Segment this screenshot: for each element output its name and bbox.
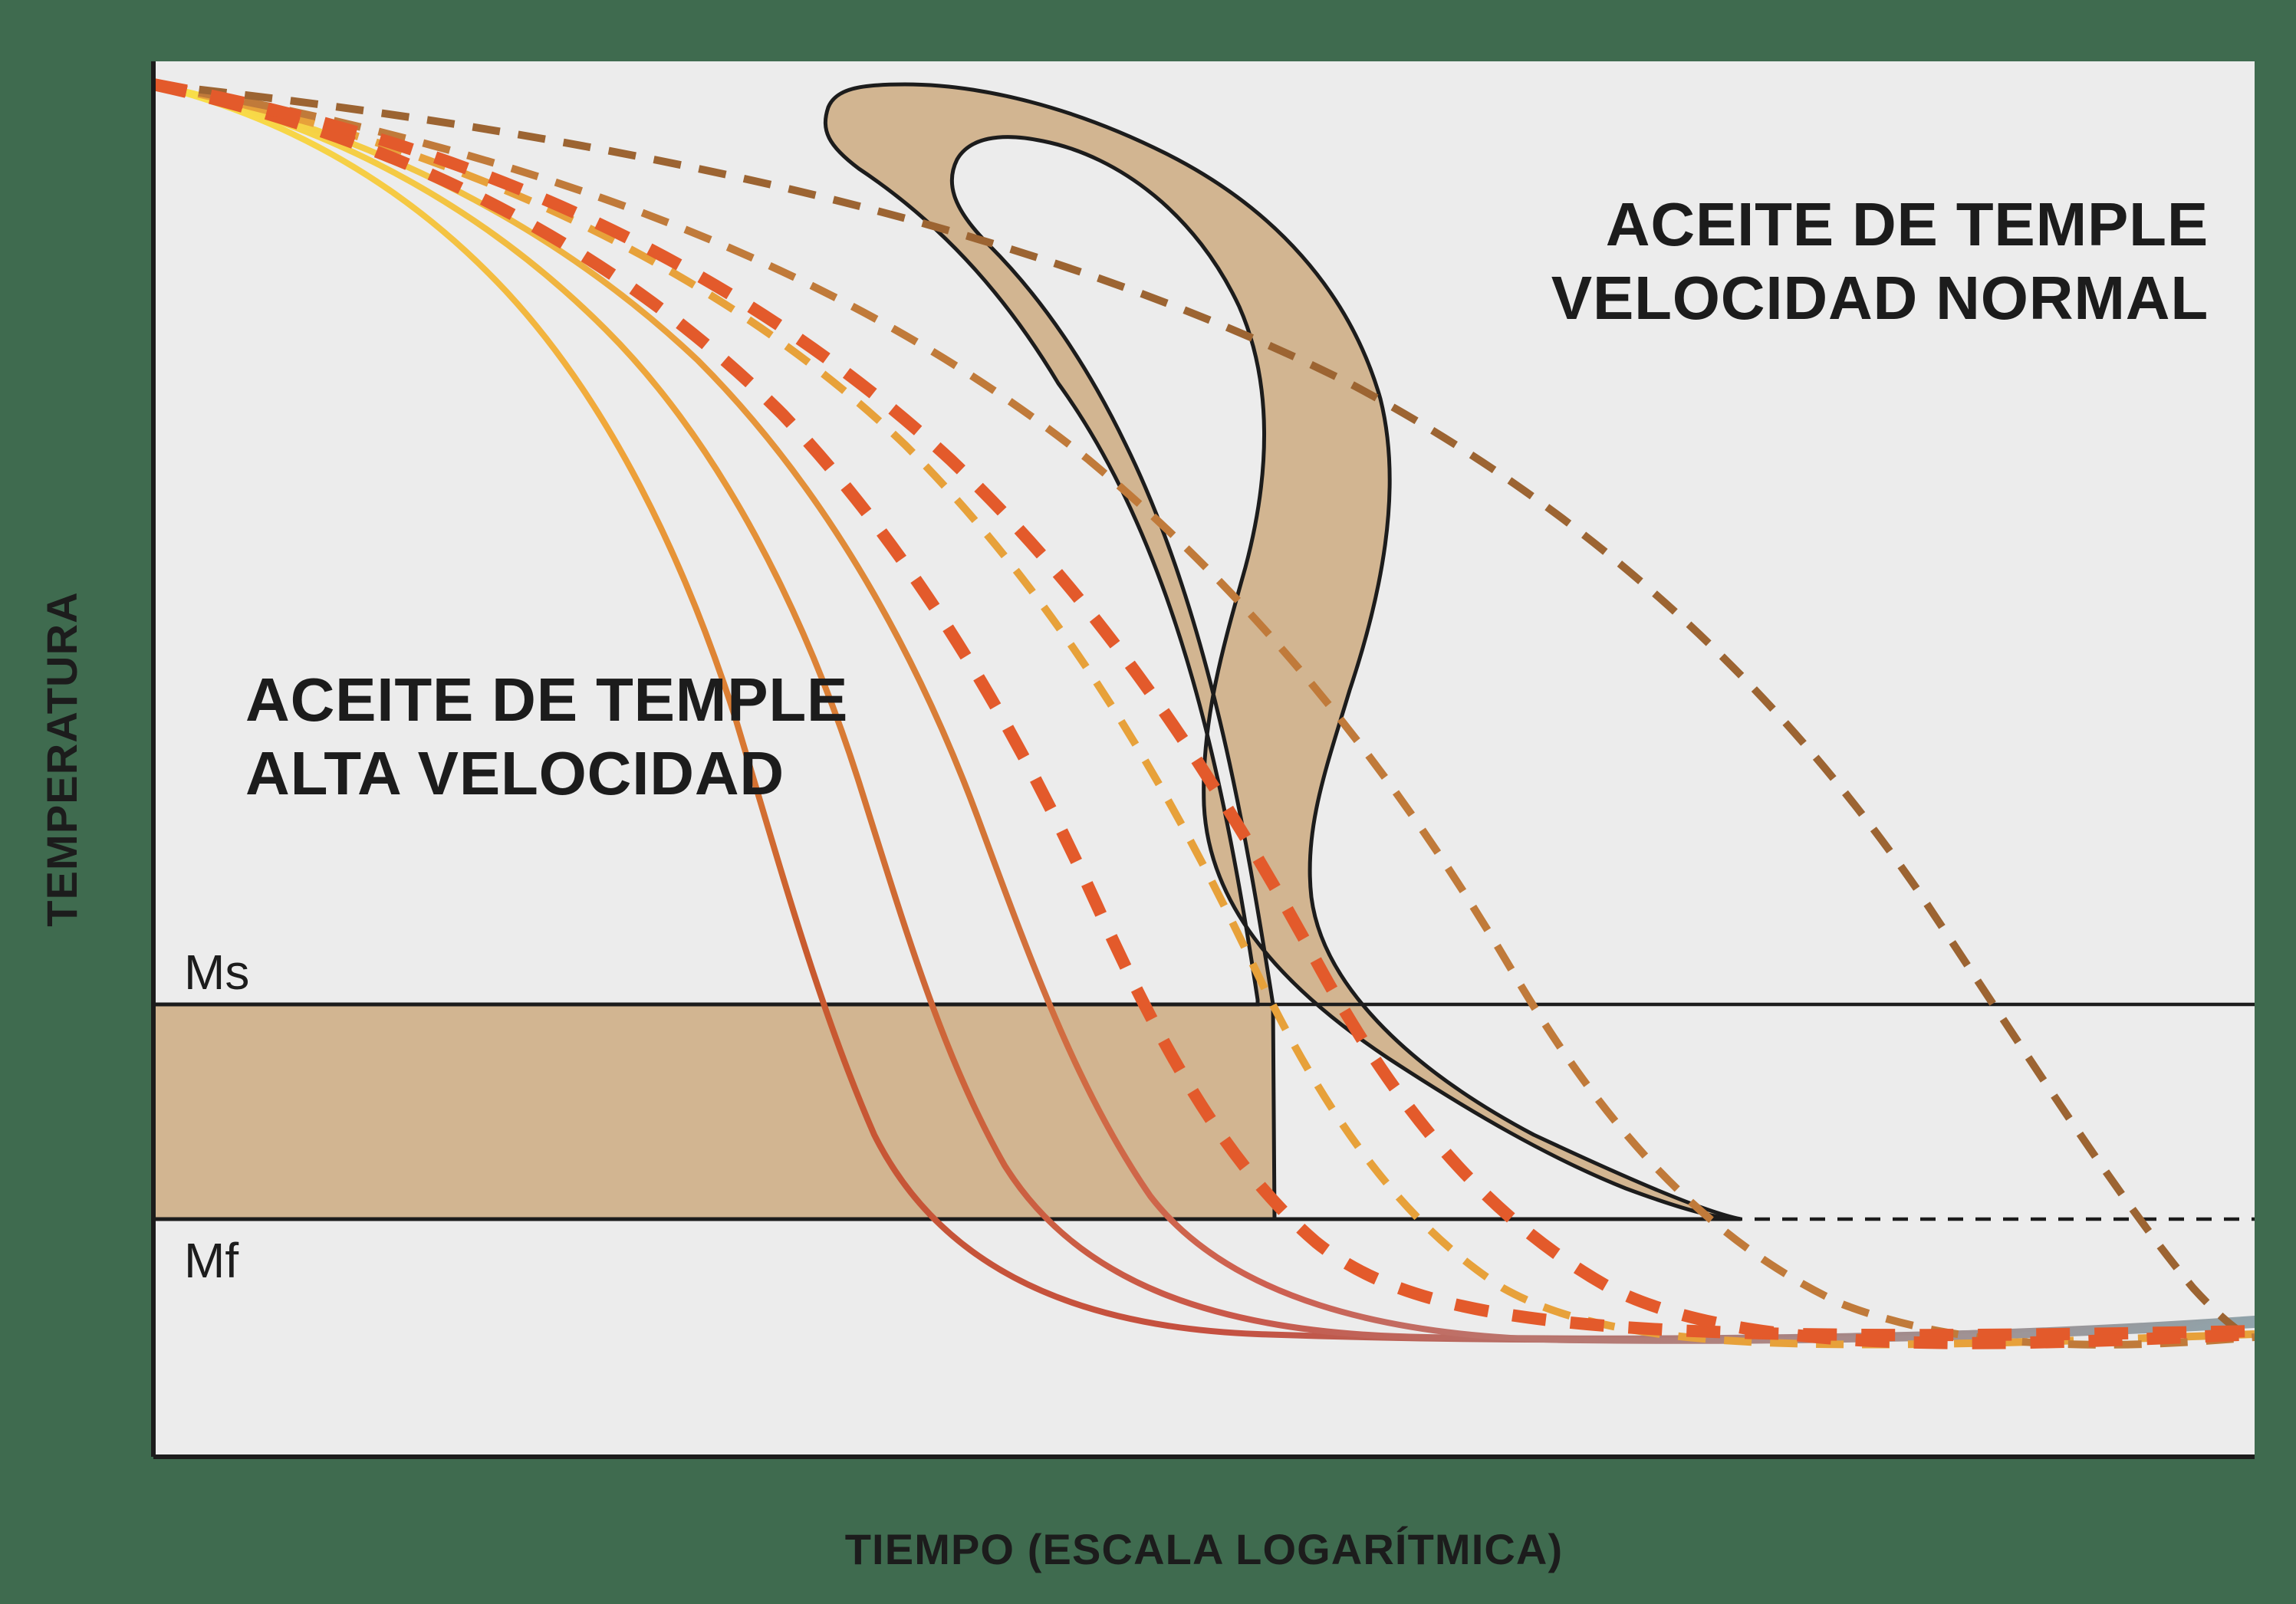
label-mf: Mf [184, 1233, 238, 1288]
label-ms: Ms [184, 945, 249, 1000]
label-right-region-l2: VELOCIDAD NORMAL [1551, 264, 2209, 332]
label-left-region-l2: ALTA VELOCIDAD [245, 739, 785, 807]
label-right-region-l1: ACEITE DE TEMPLE [1606, 190, 2209, 258]
ttt-diagram-container: ACEITE DE TEMPLEALTA VELOCIDADACEITE DE … [0, 0, 2296, 1604]
ttt-diagram-svg: ACEITE DE TEMPLEALTA VELOCIDADACEITE DE … [0, 0, 2296, 1604]
label-left-region-l1: ACEITE DE TEMPLE [245, 666, 848, 734]
y-axis-label: TEMPERATURA [38, 591, 86, 927]
x-axis-label: TIEMPO (ESCALA LOGARÍTMICA) [845, 1525, 1564, 1573]
